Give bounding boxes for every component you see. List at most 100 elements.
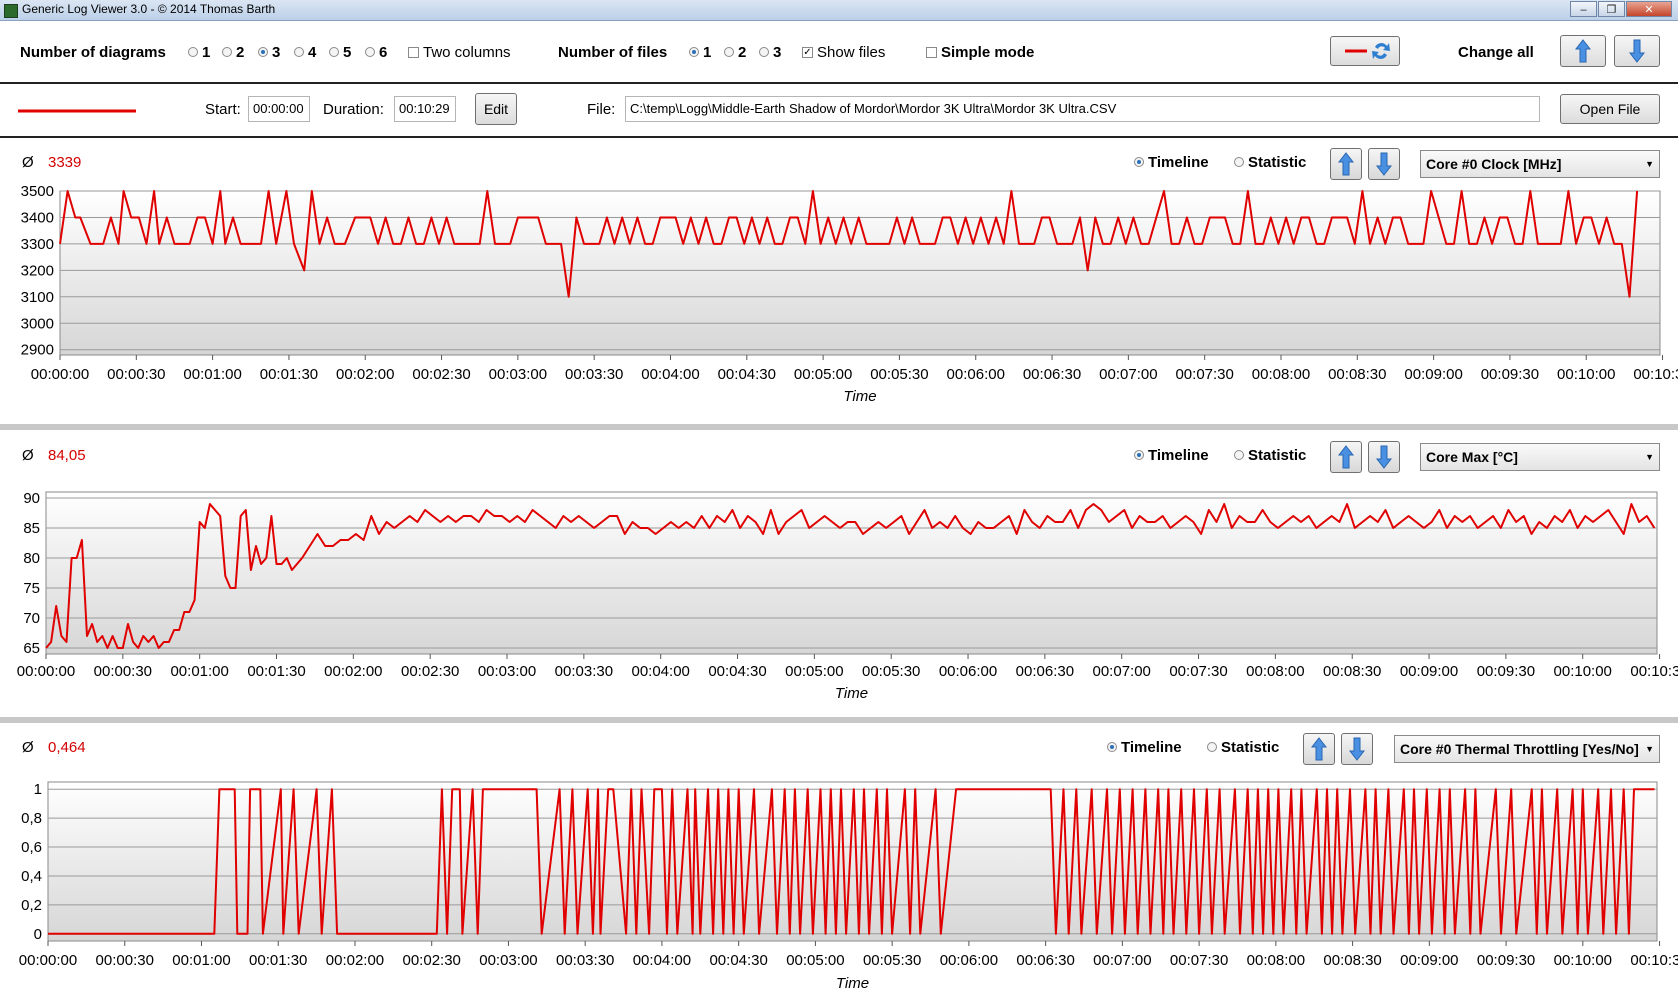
x-tick-label: 00:10:30 (1630, 952, 1678, 969)
window-title: Generic Log Viewer 3.0 - © 2014 Thomas B… (22, 2, 276, 16)
diagram-panel-2: Ø 84,05 Timeline Statistic Core Max [°C]… (0, 432, 1678, 717)
timeline-radio[interactable]: Timeline (1134, 447, 1209, 465)
arrow-up-icon (1337, 445, 1355, 469)
sensor-select[interactable]: Core #0 Clock [MHz] ▼ (1420, 150, 1660, 178)
radio-selected-icon (1107, 742, 1117, 753)
radio-icon (759, 47, 769, 58)
radio-selected-icon (689, 47, 699, 58)
line-color-sample[interactable] (18, 108, 138, 114)
diagram-option-4[interactable]: 4 (294, 44, 316, 62)
sensor-select[interactable]: Core #0 Thermal Throttling [Yes/No] ▼ (1394, 735, 1660, 763)
sensor-select[interactable]: Core Max [°C] ▼ (1420, 443, 1660, 471)
radio-selected-icon (258, 47, 268, 58)
diagram-option-1[interactable]: 1 (188, 44, 210, 62)
x-tick-label: 00:00:00 (31, 366, 89, 383)
x-tick-label: 00:05:00 (786, 952, 844, 969)
statistic-radio[interactable]: Statistic (1234, 447, 1306, 465)
move-diagram-up-button[interactable] (1303, 733, 1335, 765)
x-tick-label: 00:02:00 (324, 663, 382, 680)
move-diagram-up-button[interactable] (1330, 441, 1362, 473)
series-line (48, 788, 1655, 935)
x-tick-label: 00:05:30 (862, 663, 920, 680)
x-tick-label: 00:05:30 (863, 952, 921, 969)
x-tick-label: 00:02:30 (403, 952, 461, 969)
series-line (59, 190, 1639, 298)
two-columns-checkbox[interactable]: Two columns (408, 44, 511, 62)
file-option-3[interactable]: 3 (759, 44, 781, 62)
average-symbol: Ø (22, 154, 34, 171)
radio-icon (222, 47, 232, 58)
x-tick-label: 00:04:00 (633, 952, 691, 969)
file-option-1[interactable]: 1 (689, 44, 711, 62)
arrow-down-icon (1348, 737, 1366, 761)
title-bar: Generic Log Viewer 3.0 - © 2014 Thomas B… (0, 0, 1678, 21)
radio-icon (1234, 157, 1244, 168)
x-tick-label: 00:07:00 (1099, 366, 1157, 383)
panel-separator[interactable] (0, 424, 1678, 430)
x-tick-label: 00:00:30 (107, 366, 165, 383)
simple-mode-checkbox[interactable]: Simple mode (926, 44, 1034, 62)
x-tick-label: 00:06:30 (1023, 366, 1081, 383)
average-value: 0,464 (48, 739, 86, 756)
statistic-radio[interactable]: Statistic (1207, 739, 1279, 757)
move-diagram-down-button[interactable] (1368, 148, 1400, 180)
x-axis-label: Time (843, 388, 876, 405)
swap-color-button[interactable] (1330, 36, 1400, 66)
radio-icon (294, 47, 304, 58)
series-line (45, 503, 1656, 649)
y-tick-label: 65 (23, 640, 40, 657)
x-axis-label: Time (836, 975, 869, 992)
x-tick-label: 00:00:30 (96, 952, 154, 969)
x-tick-label: 00:01:30 (260, 366, 318, 383)
move-down-all-button[interactable] (1614, 35, 1660, 67)
x-tick-label: 00:08:30 (1323, 952, 1381, 969)
file-path-field[interactable]: C:\temp\Logg\Middle-Earth Shadow of Mord… (625, 96, 1540, 122)
timeline-radio[interactable]: Timeline (1134, 154, 1209, 172)
x-tick-label: 00:01:30 (249, 952, 307, 969)
x-tick-label: 00:07:00 (1093, 663, 1151, 680)
x-tick-label: 00:10:00 (1554, 952, 1612, 969)
show-files-checkbox[interactable]: ✓ Show files (802, 44, 886, 61)
start-field[interactable]: 00:00:00 (248, 96, 310, 122)
x-tick-label: 00:00:00 (19, 952, 77, 969)
average-symbol: Ø (22, 739, 34, 756)
file-label: File: (587, 101, 616, 118)
move-up-all-button[interactable] (1560, 35, 1606, 67)
x-tick-label: 00:01:00 (183, 366, 241, 383)
x-tick-label: 00:10:30 (1630, 663, 1678, 680)
panel-separator[interactable] (0, 717, 1678, 723)
arrow-up-icon (1310, 737, 1328, 761)
x-tick-label: 00:06:00 (947, 366, 1005, 383)
x-tick-label: 00:03:30 (565, 366, 623, 383)
timeline-radio[interactable]: Timeline (1107, 739, 1182, 757)
diagram-panel-3: Ø 0,464 Timeline Statistic Core #0 Therm… (0, 722, 1678, 1007)
diagram-option-5[interactable]: 5 (329, 44, 351, 62)
x-tick-label: 00:01:00 (172, 952, 230, 969)
statistic-radio[interactable]: Statistic (1234, 154, 1306, 172)
x-tick-label: 00:04:00 (631, 663, 689, 680)
restore-icon[interactable]: ❐ (1598, 1, 1625, 17)
move-diagram-down-button[interactable] (1341, 733, 1373, 765)
file-option-2[interactable]: 2 (724, 44, 746, 62)
x-tick-label: 00:06:00 (939, 663, 997, 680)
x-tick-label: 00:09:00 (1404, 366, 1462, 383)
diagram-option-6[interactable]: 6 (365, 44, 387, 62)
minimize-icon[interactable]: – (1570, 1, 1597, 17)
change-all-label: Change all (1458, 44, 1534, 61)
move-diagram-up-button[interactable] (1330, 148, 1362, 180)
duration-field[interactable]: 00:10:29 (394, 96, 456, 122)
x-tick-label: 00:01:30 (247, 663, 305, 680)
y-tick-label: 3500 (21, 183, 54, 200)
x-tick-label: 00:09:30 (1477, 952, 1535, 969)
open-file-button[interactable]: Open File (1560, 94, 1660, 124)
move-diagram-down-button[interactable] (1368, 441, 1400, 473)
diagram-option-3[interactable]: 3 (258, 44, 280, 62)
x-tick-label: 00:06:00 (940, 952, 998, 969)
line-chart: 1 0,8 0,6 0,4 0,2 0 00:00:00 00:00:30 00:01:00 00… (19, 781, 1678, 992)
y-tick-label: 2900 (21, 342, 54, 359)
close-icon[interactable]: ✕ (1626, 1, 1672, 17)
x-tick-label: 00:10:30 (1633, 366, 1678, 383)
diagram-option-2[interactable]: 2 (222, 44, 244, 62)
y-tick-label: 3100 (21, 289, 54, 306)
edit-button[interactable]: Edit (475, 93, 517, 125)
